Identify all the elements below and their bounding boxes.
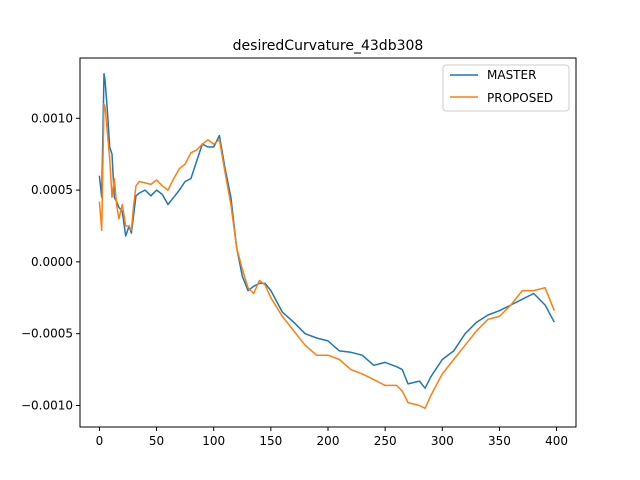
y-axis: −0.0010 −0.0005 0.0000 0.0005 0.0010 (21, 111, 80, 412)
x-tick-label: 150 (259, 434, 282, 448)
x-tick-label: 300 (431, 434, 454, 448)
y-tick-label: 0.0010 (31, 111, 73, 125)
x-tick-label: 50 (149, 434, 164, 448)
y-tick-label: 0.0000 (31, 255, 73, 269)
legend-label-proposed: PROPOSED (487, 91, 553, 105)
x-axis: 0 50 100 150 200 250 300 350 400 (96, 427, 568, 448)
y-tick-label: −0.0005 (21, 327, 73, 341)
x-tick-label: 0 (96, 434, 104, 448)
x-tick-label: 400 (545, 434, 568, 448)
series-layer (98, 73, 555, 410)
plot-area: 0 50 100 150 200 250 300 350 400 −0.0010 −0.0005 0… (21, 57, 577, 448)
y-tick-label: 0.0005 (31, 183, 73, 197)
x-tick-label: 100 (202, 434, 225, 448)
legend: MASTER PROPOSED (442, 64, 570, 112)
legend-box (442, 64, 570, 112)
x-tick-label: 200 (317, 434, 340, 448)
y-tick-label: −0.0010 (21, 398, 73, 412)
chart-title: desiredCurvature_43db308 (233, 38, 424, 54)
series-line-proposed (98, 103, 555, 410)
legend-label-master: MASTER (487, 68, 536, 82)
x-tick-label: 250 (374, 434, 397, 448)
x-tick-label: 350 (488, 434, 511, 448)
